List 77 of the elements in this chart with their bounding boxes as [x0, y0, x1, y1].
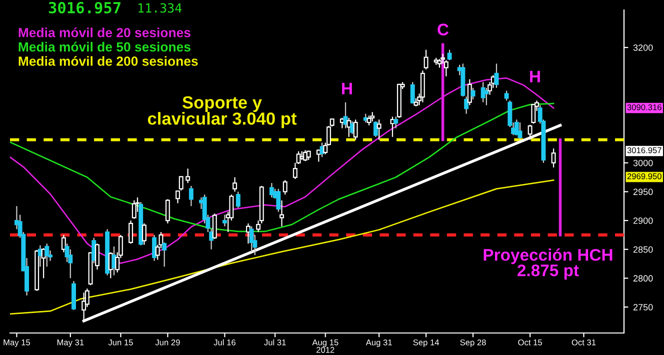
candlestick — [370, 112, 375, 122]
candlestick — [152, 234, 157, 262]
candlestick — [373, 120, 378, 138]
candlestick — [222, 214, 227, 227]
candlestick — [162, 242, 167, 268]
text: Media móvil de 200 sesiones — [18, 56, 198, 66]
text: 3016.957 — [627, 147, 662, 154]
candlestick — [232, 176, 238, 192]
x-tick-label: Jul 31 — [264, 339, 286, 346]
x-tick-label: Oct 15 — [518, 339, 542, 346]
candlestick — [531, 103, 536, 124]
candlestick — [514, 119, 519, 136]
candlestick — [280, 200, 284, 227]
annotation: 11.334 — [138, 3, 182, 13]
x-tick-label: May 15 — [4, 340, 30, 348]
candlestick — [249, 226, 254, 253]
candlestick — [366, 114, 372, 126]
candlestick — [95, 243, 100, 270]
candlestick — [467, 78, 472, 106]
y-tick-label: 2900 — [633, 217, 653, 224]
x-tick-label: Sep 14 — [413, 339, 440, 348]
candlestick — [188, 185, 194, 207]
candlestick — [306, 150, 311, 161]
candlestick — [518, 122, 522, 140]
candlestick — [470, 87, 476, 100]
candlestick — [276, 188, 281, 212]
text: 3090.316 — [627, 104, 662, 110]
candlestick — [128, 220, 134, 244]
y-tick-label: 2750 — [633, 304, 653, 310]
candlestick — [410, 82, 415, 104]
candlestick — [353, 119, 358, 140]
annotation: C — [438, 24, 449, 36]
candlestick — [44, 243, 50, 268]
candlestick — [269, 182, 274, 198]
candlestick — [186, 168, 190, 184]
candlestick — [316, 149, 321, 162]
candlestick — [61, 234, 66, 253]
candlestick — [424, 49, 428, 70]
y-tick-label: 2850 — [633, 246, 653, 253]
x-tick-label: Jul 16 — [214, 339, 236, 346]
annotation: H — [530, 70, 540, 82]
candlestick — [420, 70, 425, 103]
candlestick — [551, 148, 556, 168]
x-tick-label: May 31 — [57, 339, 84, 348]
text: Media móvil de 50 sesiones — [18, 42, 190, 52]
x-tick-label: Sep 28 — [460, 339, 486, 348]
candlestick — [394, 116, 398, 129]
candlestick — [464, 96, 469, 114]
candlestick — [142, 222, 146, 246]
annotation: H — [342, 82, 352, 94]
x-tick-label: Jun 29 — [155, 339, 180, 346]
candlestick — [346, 117, 352, 138]
x-tick-label: Aug 15 2012 — [312, 340, 338, 353]
candlestick — [246, 222, 250, 244]
candlestick — [132, 200, 136, 220]
x-tick-label: Aug 31 — [366, 339, 392, 348]
annotation: Proyección HCH 2.875 pt — [484, 248, 612, 280]
annotation: 3016.957 — [48, 2, 120, 14]
candlestick — [447, 49, 452, 61]
annotation: Soporte y clavicular 3.040 pt — [148, 96, 297, 128]
y-tick-label: 3200 — [633, 44, 653, 51]
y-tick-label: 2950 — [633, 188, 653, 196]
candlestick — [484, 87, 489, 106]
candlestick — [440, 53, 446, 64]
text: 2969.950 — [627, 173, 662, 180]
y-tick-label: 3000 — [633, 160, 653, 166]
candlestick — [165, 198, 170, 224]
y-tick-label: 2800 — [633, 275, 653, 282]
x-tick-label: Jun 15 — [108, 340, 133, 346]
candlestick — [212, 213, 217, 240]
candlestick — [376, 119, 382, 140]
x-tick-label: Oct 31 — [572, 339, 596, 346]
candlestick — [236, 191, 240, 208]
candlestick — [282, 180, 288, 196]
text: Media móvil de 20 sesiones — [18, 27, 190, 38]
candlestick — [504, 90, 509, 102]
candlestick — [494, 63, 499, 88]
